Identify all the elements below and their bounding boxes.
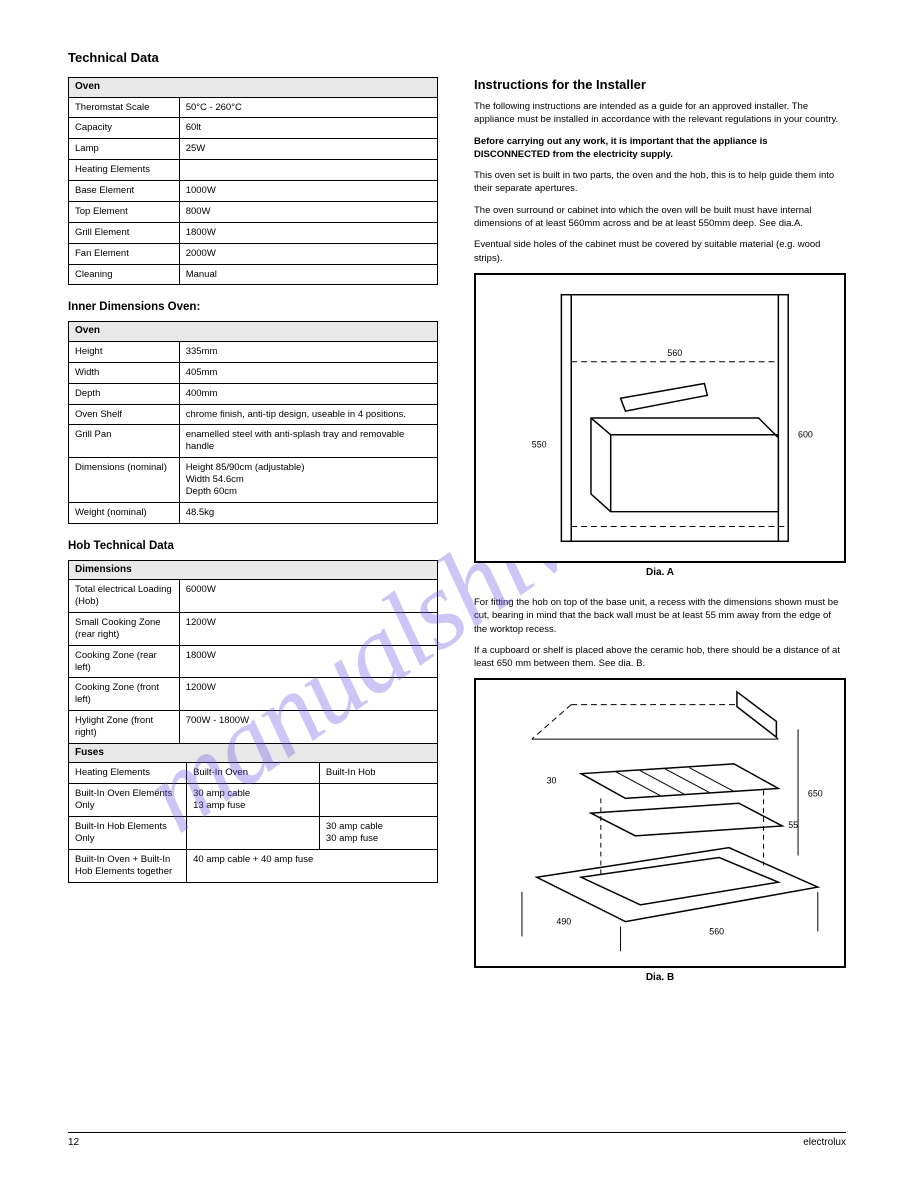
table-row: Lamp25W	[69, 139, 438, 160]
installer-para-3: This oven set is built in two parts, the…	[474, 169, 846, 196]
table-row: Hylight Zone (front right)700W - 1800W	[69, 711, 438, 744]
table-row: Small Cooking Zone (rear right)1200W	[69, 612, 438, 645]
table-row: Top Element800W	[69, 201, 438, 222]
fuses-table: Heating Elements Built-In Oven Built-In …	[68, 762, 438, 882]
table-row: Cooking Zone (front left)1200W	[69, 678, 438, 711]
two-column-layout: Oven Theromstat Scale50°C - 260°C Capaci…	[68, 77, 846, 1001]
inner-dimensions-title: Inner Dimensions Oven:	[68, 301, 438, 313]
svg-text:55: 55	[788, 820, 798, 830]
table-row: Grill Element1800W	[69, 222, 438, 243]
table-row: Base Element1000W	[69, 181, 438, 202]
table-row: Theromstat Scale50°C - 260°C	[69, 97, 438, 118]
installer-para-5: Eventual side holes of the cabinet must …	[474, 238, 846, 265]
installer-warning: Before carrying out any work, it is impo…	[474, 135, 846, 162]
installer-para-1: The following instructions are intended …	[474, 100, 846, 127]
installer-para-6: For fitting the hob on top of the base u…	[474, 596, 846, 636]
installer-heading: Instructions for the Installer	[474, 77, 846, 92]
table1-header: Oven	[69, 78, 438, 98]
hob-dimensions-table: Dimensions Total electrical Loading (Hob…	[68, 560, 438, 764]
svg-text:560: 560	[667, 348, 682, 358]
table-row: Built-In Hob Elements Only 30 amp cable …	[69, 817, 438, 850]
page-number: 12	[68, 1137, 79, 1148]
diagram-a-label: Dia. A	[474, 567, 846, 578]
right-column: Instructions for the Installer The follo…	[474, 77, 846, 1001]
table-row: Weight (nominal)48.5kg	[69, 502, 438, 523]
svg-text:30: 30	[547, 776, 557, 786]
oven-specs-table: Oven Theromstat Scale50°C - 260°C Capaci…	[68, 77, 438, 285]
table-row: Grill Panenamelled steel with anti-splas…	[69, 425, 438, 458]
diagram-b: 650 30 55 490 560	[474, 678, 846, 968]
table3a-header: Dimensions	[69, 560, 438, 580]
table2-header: Oven	[69, 322, 438, 342]
svg-text:490: 490	[556, 917, 571, 927]
table-row: Total electrical Loading (Hob)6000W	[69, 580, 438, 613]
footer-brand: electrolux	[803, 1137, 846, 1148]
left-column: Oven Theromstat Scale50°C - 260°C Capaci…	[68, 77, 438, 1001]
table-row: Fan Element2000W	[69, 243, 438, 264]
installer-para-4: The oven surround or cabinet into which …	[474, 204, 846, 231]
table-row: Built-In Oven Elements Only 30 amp cable…	[69, 784, 438, 817]
table-row: Depth400mm	[69, 383, 438, 404]
table-row: CleaningManual	[69, 264, 438, 285]
table-row: Heating Elements	[69, 160, 438, 181]
svg-text:550: 550	[532, 440, 547, 450]
diagram-a: 550 560 600	[474, 273, 846, 563]
table-row: Cooking Zone (rear left)1800W	[69, 645, 438, 678]
table-row: Width405mm	[69, 362, 438, 383]
svg-text:650: 650	[808, 789, 823, 799]
page-title: Technical Data	[68, 50, 846, 65]
table-row: Oven Shelfchrome finish, anti-tip design…	[69, 404, 438, 425]
hob-technical-title: Hob Technical Data	[68, 540, 438, 552]
table-row: Built-In Oven + Built-In Hob Elements to…	[69, 849, 438, 882]
inner-dimensions-table: Oven Height335mm Width405mm Depth400mm O…	[68, 321, 438, 523]
table-row: Dimensions (nominal)Height 85/90cm (adju…	[69, 458, 438, 503]
diagram-b-label: Dia. B	[474, 972, 846, 983]
svg-text:600: 600	[798, 430, 813, 440]
page-footer: 12 electrolux	[68, 1132, 846, 1148]
table-row: Heating Elements Built-In Oven Built-In …	[69, 763, 438, 784]
table3b-header: Fuses	[69, 743, 438, 763]
table-row: Height335mm	[69, 341, 438, 362]
table-row: Capacity60lt	[69, 118, 438, 139]
svg-text:560: 560	[709, 927, 724, 937]
installer-para-7: If a cupboard or shelf is placed above t…	[474, 644, 846, 671]
